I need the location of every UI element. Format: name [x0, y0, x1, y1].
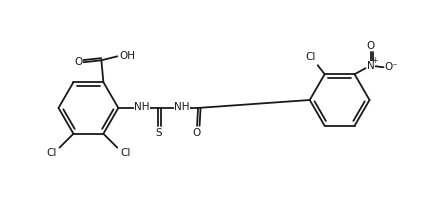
Text: O: O [366, 41, 375, 51]
Text: N: N [367, 61, 374, 71]
Text: Cl: Cl [46, 148, 57, 158]
Text: O: O [192, 128, 200, 138]
Text: Cl: Cl [120, 148, 130, 158]
Text: O⁻: O⁻ [385, 62, 398, 72]
Text: Cl: Cl [305, 52, 316, 62]
Text: NH: NH [134, 102, 150, 112]
Text: S: S [155, 128, 161, 138]
Text: O: O [74, 57, 83, 67]
Text: +: + [371, 56, 378, 65]
Text: OH: OH [119, 51, 135, 61]
Text: NH: NH [175, 102, 190, 112]
